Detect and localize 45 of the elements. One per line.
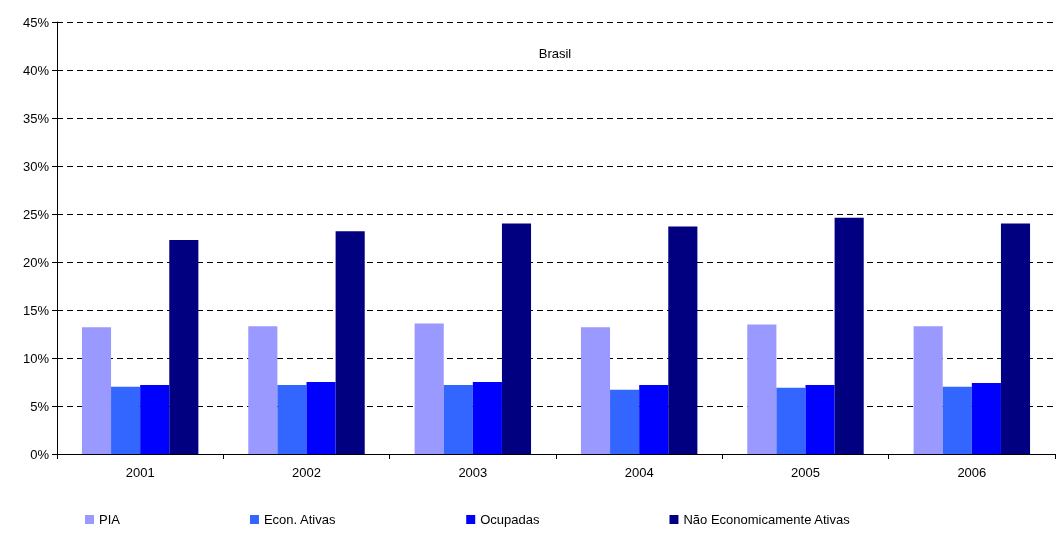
y-tick-label: 20% bbox=[22, 254, 50, 270]
x-tick-label: 2002 bbox=[292, 465, 321, 480]
x-tick-label: 2005 bbox=[791, 465, 820, 480]
x-tick-label: 2006 bbox=[957, 465, 987, 480]
bar bbox=[668, 226, 698, 454]
x-tick-label: 2004 bbox=[624, 465, 654, 480]
bar bbox=[776, 387, 806, 454]
legend-label: Econ. Ativas bbox=[263, 512, 336, 527]
bar bbox=[1000, 223, 1031, 454]
y-tick-label: 25% bbox=[22, 206, 50, 222]
y-tick-label: 15% bbox=[22, 302, 50, 318]
bar bbox=[472, 382, 502, 454]
y-tick-label: 30% bbox=[22, 158, 50, 174]
x-tick-label: 2001 bbox=[125, 465, 155, 480]
x-tick-label: 2003 bbox=[458, 465, 488, 480]
y-tick-label: 10% bbox=[22, 350, 50, 366]
y-tick-label: 45% bbox=[22, 14, 50, 30]
bar bbox=[971, 382, 1001, 454]
y-tick-label: 0% bbox=[30, 446, 50, 462]
bar bbox=[277, 384, 307, 454]
bar bbox=[942, 386, 972, 454]
bar bbox=[140, 384, 170, 454]
bar bbox=[443, 384, 473, 454]
bar bbox=[805, 384, 835, 454]
bar bbox=[335, 231, 365, 454]
bar bbox=[248, 326, 278, 454]
legend-label: Não Economicamente Ativas bbox=[683, 512, 851, 527]
bar bbox=[610, 389, 640, 454]
y-tick-label: 35% bbox=[22, 110, 50, 126]
bar bbox=[913, 326, 943, 454]
bar bbox=[306, 382, 336, 454]
y-tick-label: 40% bbox=[22, 62, 50, 78]
bar bbox=[501, 223, 532, 454]
bar bbox=[81, 327, 112, 454]
bar bbox=[747, 324, 777, 454]
bar bbox=[169, 239, 199, 454]
bar bbox=[639, 384, 669, 454]
bar bbox=[834, 217, 864, 454]
legend-label: PIA bbox=[99, 512, 121, 527]
legend-label: Ocupadas bbox=[480, 512, 540, 527]
text: Brasil bbox=[538, 46, 572, 61]
bar bbox=[580, 327, 611, 454]
bar bbox=[414, 323, 444, 454]
y-tick-label: 5% bbox=[30, 398, 50, 414]
bar bbox=[111, 386, 141, 454]
